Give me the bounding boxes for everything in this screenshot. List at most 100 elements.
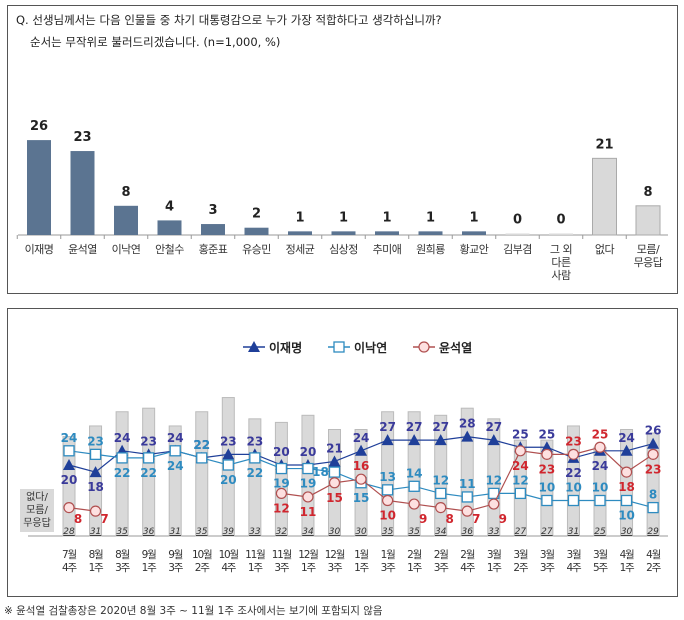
- bar: [635, 205, 661, 236]
- category-label: 윤석열: [68, 243, 97, 256]
- bar: [244, 227, 269, 235]
- data-point: [647, 448, 659, 460]
- bar-label: 30: [355, 527, 367, 537]
- category-label: 그 외 다른 사람: [550, 243, 572, 282]
- data-label: 23: [73, 130, 91, 145]
- data-point: [63, 459, 75, 470]
- data-label: 26: [30, 119, 48, 134]
- data-point: [594, 494, 606, 507]
- bar-label: 27: [541, 527, 553, 537]
- bar-label: 30: [621, 527, 633, 537]
- category-label: 없다: [595, 243, 615, 256]
- bar: [157, 220, 182, 235]
- data-point: [381, 434, 394, 446]
- data-label: 23: [87, 434, 104, 448]
- bar-label: 31: [568, 527, 579, 537]
- data-point: [461, 491, 473, 503]
- data-point: [461, 430, 474, 442]
- data-point: [514, 445, 526, 457]
- data-label: 12: [485, 473, 502, 487]
- data-label: 10: [539, 481, 556, 495]
- bar-series-label: 없다/모름/무응답: [23, 490, 51, 529]
- bar: [142, 407, 156, 537]
- data-label: 24: [353, 431, 370, 445]
- bar-label: 36: [143, 527, 155, 537]
- data-point: [435, 487, 447, 500]
- data-point: [647, 437, 660, 449]
- bar: [201, 224, 225, 235]
- data-point: [541, 494, 553, 507]
- data-point: [196, 452, 208, 464]
- data-label: 23: [140, 434, 157, 448]
- category-label: 안철수: [155, 243, 184, 256]
- data-point: [63, 445, 75, 457]
- bar: [274, 421, 288, 537]
- bar-label: 25: [594, 527, 606, 537]
- data-label: 22: [246, 466, 263, 480]
- category-label: 정세균: [286, 243, 315, 256]
- bar: [620, 429, 634, 537]
- data-label: 13: [379, 470, 396, 484]
- data-point: [328, 455, 341, 467]
- data-point: [620, 466, 633, 478]
- category-label: 황교안: [460, 243, 489, 256]
- data-label: 24: [618, 431, 635, 445]
- category-label: 이낙연: [112, 243, 141, 256]
- data-label: 16: [353, 459, 370, 473]
- data-label: 8: [446, 512, 454, 526]
- bar-label: 35: [196, 527, 208, 537]
- data-label: 12: [432, 473, 449, 487]
- data-label: 11: [459, 477, 476, 491]
- bar: [195, 411, 209, 537]
- data-point: [434, 434, 447, 446]
- data-label: 27: [485, 420, 502, 434]
- bar: [70, 151, 95, 235]
- category-label: 4월 2주: [646, 549, 661, 574]
- bar-label: 27: [515, 527, 527, 537]
- data-label: 4: [165, 199, 174, 214]
- data-point: [355, 444, 368, 456]
- data-label: 11: [300, 505, 317, 519]
- data-label: 20: [61, 473, 78, 487]
- category-label: 3월 3주: [540, 549, 555, 574]
- data-label: 1: [426, 210, 435, 225]
- bar: [115, 411, 129, 537]
- data-label: 18: [87, 480, 104, 494]
- data-label: 2: [252, 207, 261, 222]
- data-point: [408, 434, 421, 446]
- legend-label: 윤석열: [439, 340, 472, 355]
- data-label: 15: [353, 491, 370, 505]
- data-label: 8: [121, 185, 130, 200]
- data-label: 27: [432, 420, 449, 434]
- data-label: 0: [556, 213, 565, 228]
- bar: [248, 418, 262, 537]
- bar: [27, 140, 51, 235]
- data-point: [488, 498, 500, 510]
- trend-chart: 이재명 이낙연 윤석열 28 7월 4주 31 8월 1주 35 8월 3주 36 9월 1주 31 9월 3주 3…: [20, 340, 668, 574]
- data-point: [328, 466, 341, 478]
- bar-series-label-bg: [20, 489, 54, 532]
- category-label: 홍준표: [199, 242, 228, 256]
- data-label: 21: [326, 441, 343, 455]
- bar: [549, 233, 573, 235]
- bar-label: 39: [223, 527, 235, 537]
- data-label: 8: [649, 488, 657, 502]
- data-point: [355, 473, 367, 485]
- data-label: 20: [300, 445, 317, 459]
- data-point: [408, 480, 420, 492]
- data-point: [594, 441, 606, 453]
- question-line2: 순서는 무작위로 불러드리겠습니다. (n=1,000, %): [30, 35, 281, 49]
- bar-label: 28: [63, 527, 75, 537]
- data-label: 23: [539, 462, 556, 476]
- data-label: 3: [208, 203, 217, 218]
- data-point: [487, 434, 500, 446]
- category-label: 4월 1주: [620, 549, 635, 574]
- data-label: 9: [499, 512, 507, 526]
- data-label: 24: [592, 459, 609, 473]
- category-label: 8월 1주: [89, 549, 104, 574]
- data-label: 14: [406, 466, 423, 480]
- data-label: 25: [592, 427, 609, 441]
- category-label: 추미애: [373, 243, 402, 256]
- data-point: [567, 448, 580, 460]
- bar: [331, 231, 356, 235]
